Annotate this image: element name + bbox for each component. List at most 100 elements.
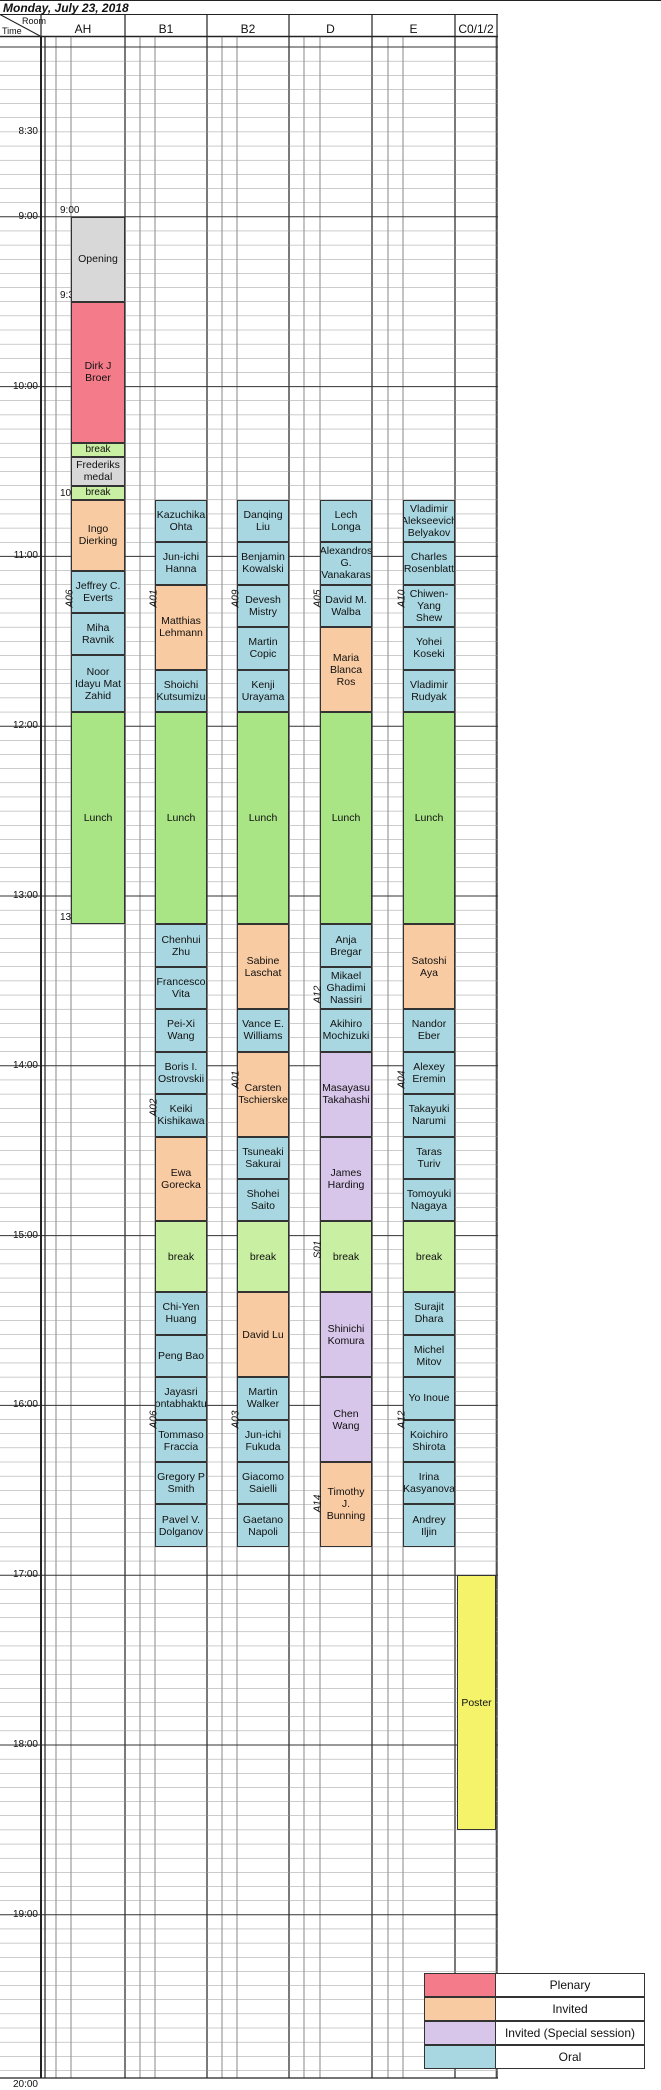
session-oral-block[interactable]: Alexandros G. Vanakaras (320, 542, 372, 585)
room-header-b2: B2 (240, 22, 256, 36)
session-oral-block[interactable]: Jeffrey C. Everts (71, 570, 125, 613)
session-oral-block[interactable]: Yo Inoue (403, 1377, 455, 1420)
session-oral-block[interactable]: Kenji Urayama (237, 669, 289, 713)
session-oral-block[interactable]: Takayuki Narumi (403, 1094, 455, 1137)
session-invited-block[interactable]: Sabine Laschat (237, 924, 289, 1010)
session-oral-block[interactable]: Boris I. Ostrovskii (155, 1051, 207, 1095)
session-oral-block[interactable]: Chenhui Zhu (155, 924, 207, 967)
session-oral-block[interactable]: Benjamin Kowalski (237, 542, 289, 585)
session-break-block[interactable]: break (71, 485, 125, 500)
session-lunch-block[interactable]: Lunch (403, 712, 455, 925)
session-oral-block[interactable]: David M. Walba (320, 584, 372, 628)
session-oral-block[interactable]: Shohei Saito (237, 1179, 289, 1222)
session-oral-block[interactable]: Vladimir Alekseevich Belyakov (403, 499, 455, 543)
time-label-18-00: 18:00 (12, 1739, 38, 1750)
session-special-block[interactable]: James Harding (320, 1136, 372, 1222)
session-oral-block[interactable]: Tomoyuki Nagaya (403, 1179, 455, 1222)
session-oral-block[interactable]: Miha Ravnik (71, 613, 125, 656)
track-code: A12 (312, 985, 324, 1004)
room-header-d: D (326, 22, 335, 36)
session-special-block[interactable]: Chen Wang (320, 1377, 372, 1462)
legend-label-invited: Invited (495, 1997, 645, 2021)
session-oral-block[interactable]: Martin Walker (237, 1377, 289, 1420)
session-oral-block[interactable]: Chi-Yen Huang (155, 1292, 207, 1335)
session-oral-block[interactable]: Peng Bao (155, 1334, 207, 1378)
session-oral-block[interactable]: Surajit Dhara (403, 1292, 455, 1335)
session-oral-block[interactable]: Jun-ichi Fukuda (237, 1419, 289, 1462)
legend-swatch-special (424, 2021, 496, 2045)
session-oral-block[interactable]: Tsuneaki Sakurai (237, 1136, 289, 1179)
legend-label-oral: Oral (495, 2045, 645, 2069)
session-oral-block[interactable]: Tommaso Fraccia (155, 1419, 207, 1462)
session-invited-block[interactable]: Matthias Lehmann (155, 584, 207, 670)
legend-swatch-plenary (424, 1973, 496, 1997)
session-invited-block[interactable]: Ingo Dierking (71, 499, 125, 571)
session-oral-block[interactable]: Lech Longa (320, 499, 372, 543)
session-oral-block[interactable]: Alexey Eremin (403, 1051, 455, 1095)
session-oral-block[interactable]: Keiki Kishikawa (155, 1094, 207, 1137)
session-oral-block[interactable]: Martin Copic (237, 627, 289, 670)
time-label-8-30: 8:30 (18, 125, 38, 137)
track-code: A02 (148, 1098, 160, 1117)
session-oral-block[interactable]: Gregory P Smith (155, 1462, 207, 1505)
session-oral-block[interactable]: Taras Turiv (403, 1136, 455, 1179)
session-invited-block[interactable]: David Lu (237, 1292, 289, 1378)
session-oral-block[interactable]: Andrey Iljin (403, 1504, 455, 1547)
time-marker: 9:00 (60, 204, 80, 216)
session-opening-block[interactable]: Frederiks medal (71, 457, 125, 486)
session-oral-block[interactable]: Devesh Mistry (237, 584, 289, 628)
session-plenary-block[interactable]: Dirk J Broer (71, 301, 125, 444)
session-oral-block[interactable]: Yohei Koseki (403, 627, 455, 670)
session-oral-block[interactable]: Akihiro Mochizuki (320, 1009, 372, 1052)
time-marker: 9:30 (60, 289, 80, 301)
session-oral-block[interactable]: Irina Kasyanova (403, 1462, 455, 1505)
session-oral-block[interactable]: Danqing Liu (237, 499, 289, 543)
session-oral-block[interactable]: Gaetano Napoli (237, 1504, 289, 1547)
session-oral-block[interactable]: Anja Bregar (320, 924, 372, 967)
session-oral-block[interactable]: Vladimir Rudyak (403, 669, 455, 713)
track-code: A06 (148, 1410, 160, 1428)
session-oral-block[interactable]: Giacomo Saielli (237, 1462, 289, 1505)
session-oral-block[interactable]: Kazuchika Ohta (155, 499, 207, 543)
session-oral-block[interactable]: Shoichi Kutsumizu (155, 669, 207, 713)
session-oral-block[interactable]: Charles Rosenblatt (403, 542, 455, 585)
time-label-16-00: 16:00 (12, 1399, 38, 1411)
session-lunch-block[interactable]: Lunch (237, 712, 289, 925)
time-label-14-00: 14:00 (12, 1059, 38, 1071)
session-invited-block[interactable]: Maria Blanca Ros (320, 627, 372, 713)
session-special-block[interactable]: Shinichi Komura (320, 1292, 372, 1378)
track-code: A14 (312, 1495, 324, 1513)
session-oral-block[interactable]: Jun-ichi Hanna (155, 542, 207, 585)
session-opening-block[interactable]: Opening (71, 216, 125, 302)
session-oral-block[interactable]: Francesco Vita (155, 966, 207, 1010)
session-break-block[interactable]: break (237, 1221, 289, 1293)
session-poster-block[interactable]: Poster (457, 1575, 496, 1830)
session-oral-block[interactable]: Koichiro Shirota (403, 1419, 455, 1462)
time-label-17-00: 17:00 (12, 1569, 38, 1581)
session-lunch-block[interactable]: Lunch (71, 712, 125, 925)
session-oral-block[interactable]: Mikael Ghadimi Nassiri (320, 966, 372, 1010)
session-invited-block[interactable]: Ewa Gorecka (155, 1136, 207, 1222)
track-code: A03 (230, 1410, 242, 1428)
session-invited-block[interactable]: Timothy J. Bunning (320, 1462, 372, 1547)
session-break-block[interactable]: break (71, 443, 125, 458)
session-oral-block[interactable]: Vance E. Williams (237, 1009, 289, 1052)
session-special-block[interactable]: Masayasu Takahashi (320, 1051, 372, 1137)
session-oral-block[interactable]: Noor Idayu Mat Zahid (71, 655, 125, 713)
track-code: A01 (230, 1070, 242, 1089)
session-oral-block[interactable]: Jayasri Dontabhaktuni (155, 1377, 207, 1420)
time-label-13-00: 13:00 (12, 890, 38, 901)
session-oral-block[interactable]: Chiwen-Yang Shew (403, 584, 455, 628)
session-break-block[interactable]: break (155, 1221, 207, 1293)
room-header-b1: B1 (158, 22, 174, 36)
session-break-block[interactable]: break (320, 1221, 372, 1293)
session-lunch-block[interactable]: Lunch (320, 712, 372, 925)
session-invited-block[interactable]: Carsten Tschierske (237, 1051, 289, 1137)
session-lunch-block[interactable]: Lunch (155, 712, 207, 925)
session-oral-block[interactable]: Pei-Xi Wang (155, 1009, 207, 1052)
session-oral-block[interactable]: Michel Mitov (403, 1334, 455, 1378)
session-break-block[interactable]: break (403, 1221, 455, 1293)
session-oral-block[interactable]: Nandor Eber (403, 1009, 455, 1052)
session-oral-block[interactable]: Pavel V. Dolganov (155, 1504, 207, 1547)
session-invited-block[interactable]: Satoshi Aya (403, 924, 455, 1010)
